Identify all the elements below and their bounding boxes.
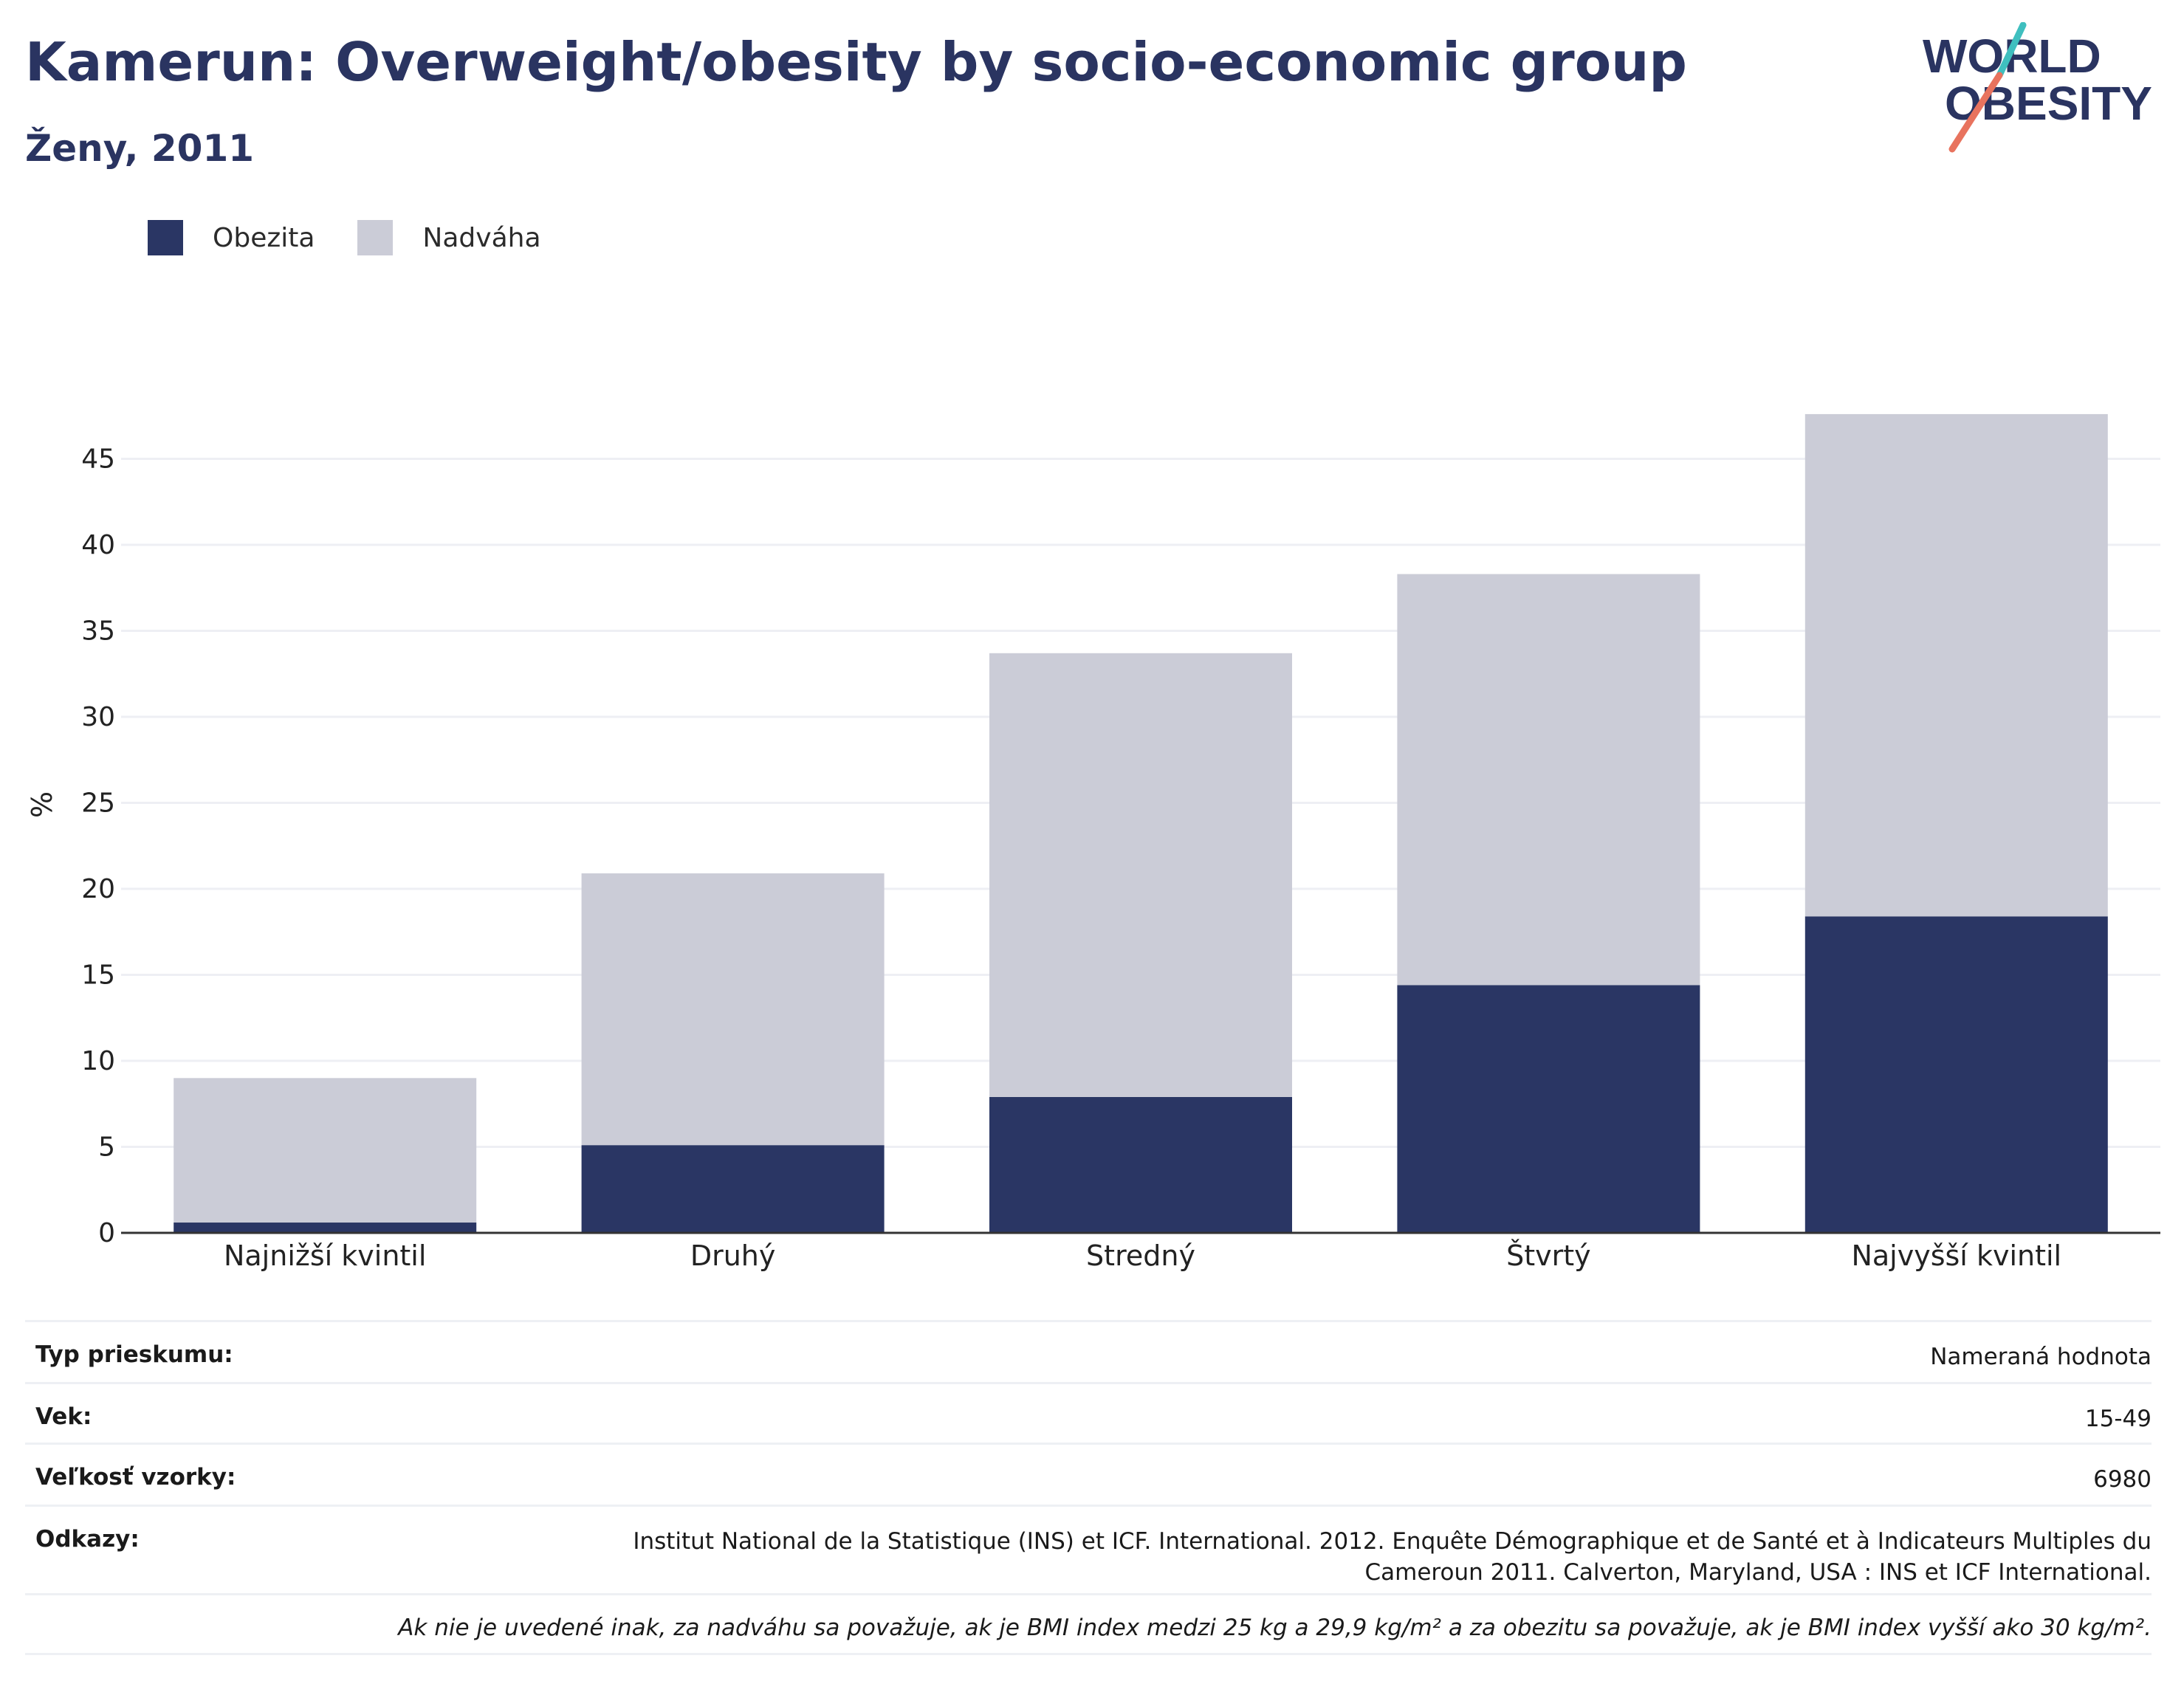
reference-line: Cameroun 2011. Calverton, Maryland, USA … [1364,1559,2152,1586]
legend-swatch-overweight [357,220,394,255]
page-title: Kamerun: Overweight/obesity by socio-eco… [25,31,1687,93]
meta-value-age: 15-49 [2084,1406,2152,1432]
legend-label-overweight: Nadváha [422,222,541,253]
x-tick-label: Najnižší kvintil [224,1240,426,1272]
y-tick-label: 35 [81,616,115,647]
survey-details: Typ prieskumu: Nameraná hodnota Vek: 15-… [25,1320,2152,1593]
bar-obesity [1397,985,1700,1233]
meta-value-survey-type: Nameraná hodnota [1930,1344,2152,1370]
bar-obesity [1804,916,2108,1233]
bar-overweight [581,873,885,1146]
bar-chart: 0 5 10 15 20 25 30 35 40 45% Najnižší kvintil Druhý… [26,413,2160,1272]
reference-line: Institut National de la Statistique (INS… [633,1528,2152,1555]
legend-label-obesity: Obezita [213,222,315,253]
bar-obesity [174,1223,477,1233]
meta-value-sample-size: 6980 [2093,1466,2152,1493]
bar-overweight [174,1078,477,1223]
meta-value-references: Institut National de la Statistique (INS… [633,1526,2152,1588]
x-tick-label: Stredný [1086,1240,1195,1272]
y-tick-label: 20 [81,874,115,904]
world-obesity-logo: WORLD OBESITY [1923,22,2152,153]
definition-footnote: Ak nie je uvedené inak, za nadváhu sa po… [25,1593,2152,1655]
meta-label-sample-size: Veľkosť vzorky: [35,1464,236,1491]
logo-slash-teal [1996,22,2027,79]
y-tick-label: 30 [81,702,115,732]
page-subtitle: Ženy, 2011 [25,127,255,170]
y-tick-label: 15 [81,960,115,991]
bar-obesity [989,1096,1292,1233]
legend-item-overweight: Nadváha [357,220,541,255]
y-tick-label: 5 [98,1132,115,1163]
y-tick-label: 10 [81,1046,115,1076]
y-tick-label: 45 [81,444,115,475]
legend-item-obesity: Obezita [148,220,315,255]
x-tick-label: Najvyšší kvintil [1851,1240,2061,1272]
meta-label-survey-type: Typ prieskumu: [35,1341,233,1368]
logo-slash-coral [1948,72,2003,153]
meta-label-references: Odkazy: [35,1526,140,1553]
meta-row-references: Odkazy: Institut National de la Statisti… [25,1505,2152,1593]
bar-overweight [1397,574,1700,986]
y-tick-label: 40 [81,530,115,560]
bar-overweight [989,653,1292,1097]
y-axis-title: % [26,791,58,818]
meta-row-age: Vek: 15-49 [25,1382,2152,1443]
y-tick-label: 25 [81,788,115,819]
chart-legend: Obezita Nadváha [148,219,584,257]
legend-swatch-obesity [148,220,183,255]
x-tick-label: Štvrtý [1506,1240,1591,1272]
bar-overweight [1804,413,2108,917]
meta-row-survey-type: Typ prieskumu: Nameraná hodnota [25,1320,2152,1382]
bar-obesity [581,1145,885,1233]
meta-label-age: Vek: [35,1403,92,1430]
x-tick-label: Druhý [690,1240,776,1272]
y-tick-label: 0 [98,1218,115,1248]
meta-row-sample-size: Veľkosť vzorky: 6980 [25,1443,2152,1505]
